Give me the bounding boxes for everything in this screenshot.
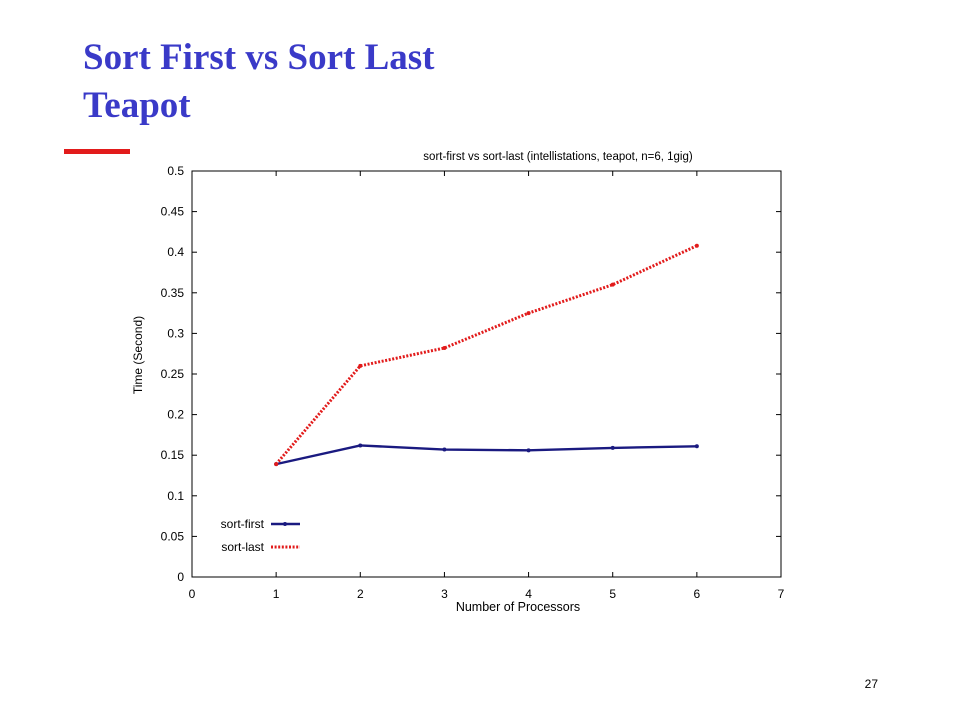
legend-label-sort-first: sort-first [221,517,265,531]
y-tick-label: 0.5 [167,164,184,178]
data-point-sort-last [526,311,531,316]
y-tick-label: 0.4 [167,245,184,259]
slide-title: Sort First vs Sort Last Teapot [83,34,434,130]
x-tick-label: 4 [525,587,532,601]
series-line-sort-last [275,244,698,466]
legend-label-sort-last: sort-last [221,540,264,554]
data-point-sort-last [694,243,699,248]
y-tick-label: 0.45 [161,205,185,219]
slide-title-line-1: Sort First vs Sort Last [83,37,435,78]
y-tick-label: 0.15 [161,448,185,462]
x-tick-label: 0 [189,587,196,601]
y-tick-label: 0.05 [161,529,185,543]
y-tick-label: 0.3 [167,326,184,340]
chart-title: sort-first vs sort-last (intellistations… [423,151,693,163]
data-point-sort-last [358,363,363,368]
data-point-sort-first [442,447,447,452]
title-accent-bar [64,149,130,154]
x-tick-label: 1 [273,587,280,601]
legend-marker-sort-first [283,522,287,526]
x-axis-ticks: 0 1 2 3 4 5 6 7 [189,171,785,601]
data-point-sort-first [526,448,531,453]
slide-title-line-2: Teapot [83,85,191,126]
y-axis-label: Time (Second) [131,316,145,394]
y-axis-ticks: 0 0.05 0.1 0.15 0.2 0.25 0.3 0.35 0.4 0.45 0.5 [161,164,781,584]
x-tick-label: 7 [778,587,785,601]
data-point-sort-first [694,444,699,449]
x-axis-label: Number of Processors [456,600,580,614]
y-tick-label: 0 [177,570,184,584]
y-tick-label: 0.35 [161,286,185,300]
x-tick-label: 2 [357,587,364,601]
y-tick-label: 0.25 [161,367,185,381]
data-point-sort-last [274,462,279,467]
legend: sort-first sort-last [221,517,300,554]
plot-frame [191,170,782,578]
slide-number: 27 [864,677,878,691]
series-layer [274,243,699,467]
data-point-sort-first [358,443,363,448]
data-point-sort-first [610,445,615,450]
x-tick-label: 3 [441,587,448,601]
data-point-sort-last [610,282,615,287]
series-line-sort-first [275,444,697,466]
data-point-sort-last [442,346,447,351]
y-tick-label: 0.2 [167,408,184,422]
x-tick-label: 5 [609,587,616,601]
y-tick-label: 0.1 [167,489,184,503]
x-tick-label: 6 [694,587,701,601]
